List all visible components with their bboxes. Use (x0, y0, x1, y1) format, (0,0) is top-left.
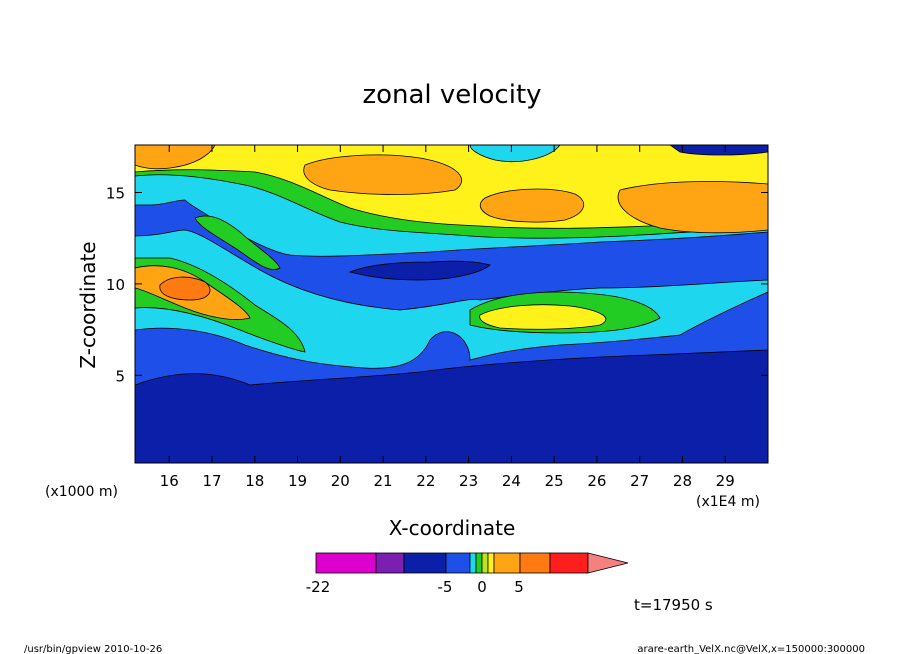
colorbar-segment (487, 552, 495, 574)
green-arm (194, 215, 281, 270)
footer-left: /usr/bin/gpview 2010-10-26 (24, 644, 162, 654)
y-tick-label: 10 (106, 276, 125, 294)
orange-mid (303, 154, 462, 195)
colorbar-extension-arrow (587, 552, 629, 574)
y-axis-label: Z-coordinate (76, 241, 100, 368)
x-tick-label: 21 (374, 472, 393, 490)
x-tick-label: 28 (673, 472, 692, 490)
x-tick-label: 22 (416, 472, 435, 490)
plot-frame (134, 144, 769, 464)
orange-lobe-2 (617, 181, 768, 234)
colorbar-segment (315, 552, 377, 574)
yellow-lower-right (479, 304, 607, 330)
x-tick-label: 24 (502, 472, 521, 490)
x-tick-label: 19 (288, 472, 307, 490)
colorbar-segment (481, 552, 489, 574)
colorbar-segment (403, 552, 447, 574)
y-tick-label: 5 (115, 367, 125, 385)
footer-right: arare-earth_VelX.nc@VelX,x=150000:300000 (637, 644, 865, 654)
colorbar-segment (475, 552, 483, 574)
time-annotation: t=17950 s (634, 596, 713, 614)
colorbar-segment (375, 552, 405, 574)
colorbar (315, 552, 629, 574)
orange-top-left (135, 145, 216, 170)
orange-core (159, 276, 211, 301)
colorbar-segment (549, 552, 589, 574)
orange-lobe-1 (479, 188, 585, 223)
x-tick-label: 18 (245, 472, 264, 490)
x-tick-label: 23 (459, 472, 478, 490)
x-tick-label: 25 (545, 472, 564, 490)
y-axis: 5 10 15 (106, 185, 768, 385)
x-tick-label: 20 (331, 472, 350, 490)
deep-pocket (348, 260, 491, 281)
colorbar-segment (445, 552, 471, 574)
x-tick-label: 16 (160, 472, 179, 490)
x-tick-label: 27 (630, 472, 649, 490)
colorbar-label: 5 (514, 578, 524, 596)
x-unit-label: (x1E4 m) (696, 494, 760, 510)
colorbar-label: 0 (477, 578, 487, 596)
x-axis-label: X-coordinate (389, 516, 516, 540)
colorbar-label: -22 (306, 578, 331, 596)
x-tick-label: 17 (202, 472, 221, 490)
chart-title: zonal velocity (362, 80, 541, 110)
colorbar-segment (519, 552, 551, 574)
cyan-upper-pocket (469, 145, 561, 163)
colorbar-segment (469, 552, 477, 574)
x-tick-label: 26 (587, 472, 606, 490)
colorbar-labels: -22 -5 0 5 (306, 578, 524, 596)
y-unit-label: (x1000 m) (45, 484, 118, 500)
colorbar-label: -5 (438, 578, 453, 596)
x-tick-label: 29 (716, 472, 735, 490)
y-tick-label: 15 (106, 185, 125, 203)
deep-band-upper (135, 199, 768, 311)
x-axis: 16 17 18 19 20 21 22 23 24 25 26 27 28 29 (160, 145, 735, 490)
colorbar-segment (493, 552, 521, 574)
contour-plot-area (134, 144, 769, 464)
